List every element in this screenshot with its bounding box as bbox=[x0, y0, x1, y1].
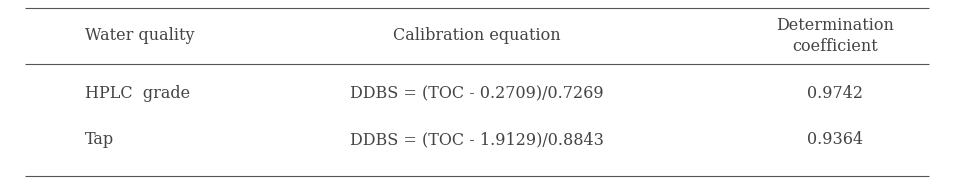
Text: 0.9364: 0.9364 bbox=[806, 132, 862, 148]
Text: Calibration equation: Calibration equation bbox=[393, 27, 560, 45]
Text: Determination
coefficient: Determination coefficient bbox=[775, 17, 893, 55]
Text: HPLC  grade: HPLC grade bbox=[85, 86, 190, 102]
Text: Water quality: Water quality bbox=[85, 27, 194, 45]
Text: 0.9742: 0.9742 bbox=[806, 86, 862, 102]
Text: DDBS = (TOC - 1.9129)/0.8843: DDBS = (TOC - 1.9129)/0.8843 bbox=[350, 132, 603, 148]
Text: Tap: Tap bbox=[85, 132, 114, 148]
Text: DDBS = (TOC - 0.2709)/0.7269: DDBS = (TOC - 0.2709)/0.7269 bbox=[350, 86, 603, 102]
